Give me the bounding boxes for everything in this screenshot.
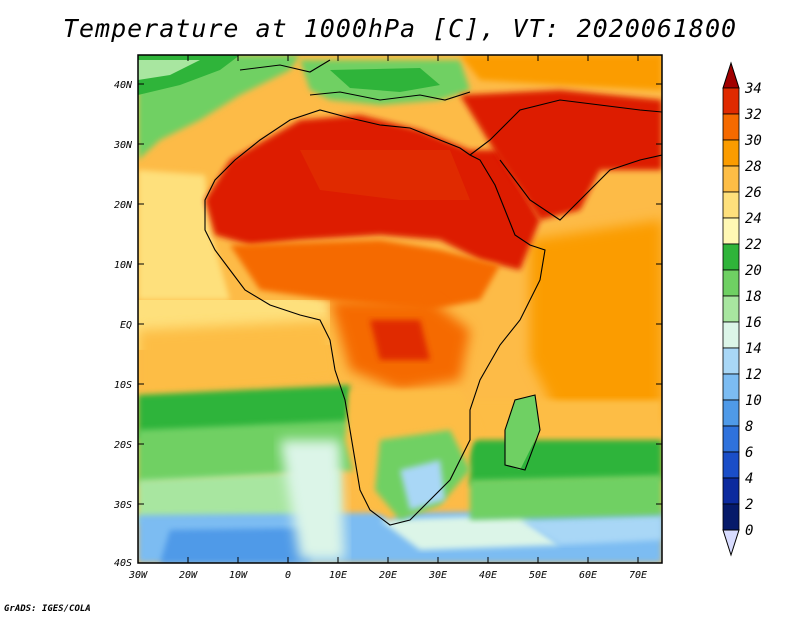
colorbar-label: 16 bbox=[745, 315, 762, 331]
colorbar-swatch bbox=[722, 477, 740, 505]
credit-text: GrADS: IGES/COLA bbox=[4, 604, 91, 614]
colorbar-label: 6 bbox=[745, 445, 753, 461]
map-title: Temperature at 1000hPa [C], VT: 20200618… bbox=[62, 14, 738, 43]
colorbar-over-triangle bbox=[722, 61, 740, 89]
colorbar-label: 4 bbox=[745, 471, 753, 487]
colorbar-label: 20 bbox=[745, 263, 762, 279]
colorbar-swatch bbox=[722, 87, 740, 115]
lat-label: 10N bbox=[114, 260, 133, 271]
colorbar-swatch bbox=[722, 503, 740, 531]
plot-frame bbox=[137, 54, 663, 564]
colorbar-label: 8 bbox=[745, 419, 753, 435]
lat-label: EQ bbox=[120, 320, 132, 331]
colorbar-swatch bbox=[722, 399, 740, 427]
colorbar-swatch bbox=[722, 165, 740, 193]
lon-axis: 30W 20W 10W 0 10E 20E 30E 40E 50E 60E 70… bbox=[128, 55, 647, 581]
colorbar-label: 10 bbox=[745, 393, 762, 409]
lat-axis: 40N 30N 20N 10N EQ 10S 20S 30S 40S bbox=[113, 80, 662, 569]
lat-label: 20N bbox=[114, 200, 133, 211]
colorbar-swatch bbox=[722, 425, 740, 453]
lat-label: 30S bbox=[113, 500, 132, 511]
lat-label: 20S bbox=[114, 440, 132, 451]
colorbar-label: 14 bbox=[745, 341, 762, 357]
coastlines bbox=[204, 59, 662, 526]
lon-label: 50E bbox=[529, 570, 547, 581]
lon-label: 20W bbox=[179, 570, 198, 581]
colorbar-label: 28 bbox=[745, 159, 762, 175]
lon-label: 0 bbox=[285, 570, 291, 581]
lon-label: 40E bbox=[479, 570, 497, 581]
colorbar-swatch bbox=[722, 269, 740, 297]
colorbar-swatch bbox=[722, 321, 740, 349]
colorbar-swatch bbox=[722, 191, 740, 219]
lat-label: 40S bbox=[114, 558, 132, 569]
colorbar-label: 2 bbox=[745, 497, 753, 513]
colorbar-swatch bbox=[722, 347, 740, 375]
colorbar-swatch bbox=[722, 295, 740, 323]
colorbar-swatch bbox=[722, 243, 740, 271]
lon-label: 20E bbox=[379, 570, 397, 581]
colorbar-label: 26 bbox=[745, 185, 762, 201]
lon-label: 10E bbox=[329, 570, 347, 581]
colorbar-under-triangle bbox=[722, 529, 740, 557]
colorbar-swatch bbox=[722, 217, 740, 245]
lat-label: 40N bbox=[114, 80, 133, 91]
lat-label: 10S bbox=[114, 380, 132, 391]
temperature-field bbox=[138, 55, 662, 563]
colorbar-label: 32 bbox=[744, 107, 762, 123]
colorbar-swatch bbox=[722, 113, 740, 141]
lon-label: 60E bbox=[579, 570, 597, 581]
colorbar-swatch bbox=[722, 139, 740, 167]
colorbar-label: 18 bbox=[745, 289, 762, 305]
lat-label: 30N bbox=[113, 140, 133, 151]
lon-label: 10W bbox=[229, 570, 248, 581]
lon-label: 70E bbox=[629, 570, 647, 581]
colorbar-label: 34 bbox=[744, 81, 762, 97]
lon-label: 30W bbox=[128, 570, 148, 581]
colorbar-label: 22 bbox=[745, 237, 762, 253]
lon-label: 30E bbox=[428, 570, 447, 581]
colorbar-label: 12 bbox=[745, 367, 762, 383]
colorbar-label: 24 bbox=[745, 211, 762, 227]
colorbar-label: 0 bbox=[745, 523, 753, 539]
colorbar-swatch bbox=[722, 451, 740, 479]
colorbar-label: 30 bbox=[744, 133, 762, 149]
colorbar-swatch bbox=[722, 373, 740, 401]
